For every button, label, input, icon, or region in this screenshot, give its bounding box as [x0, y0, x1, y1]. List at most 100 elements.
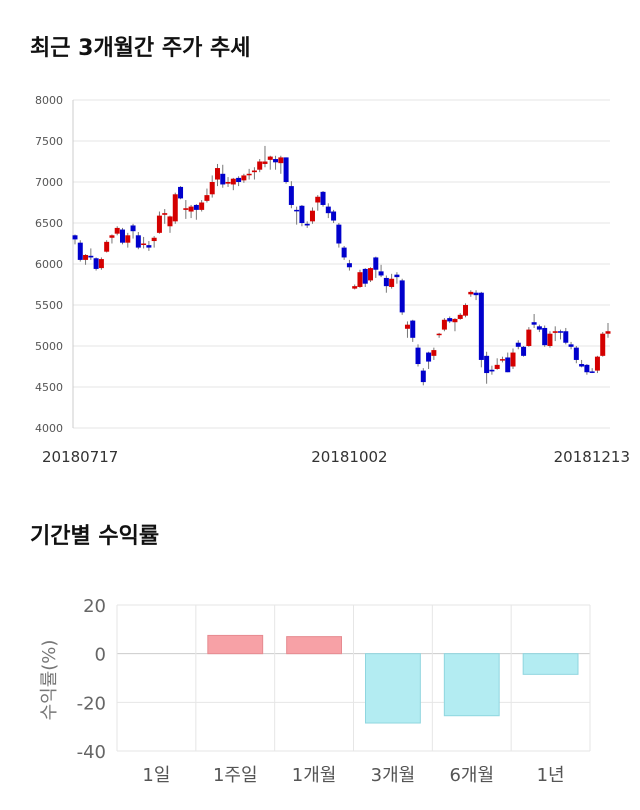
candle-body [584, 364, 590, 373]
candle-body [83, 254, 89, 260]
candle-body [341, 247, 347, 258]
candle-body [156, 215, 162, 233]
x-tick-label: 20180717 [42, 448, 118, 466]
candle-body [199, 202, 205, 210]
candle-body [246, 173, 252, 176]
candle-body [346, 263, 352, 268]
candle-body [188, 206, 194, 212]
y-tick-label: 6500 [35, 217, 63, 230]
candle-body [178, 186, 184, 199]
candle-body [77, 242, 83, 260]
candle-body [457, 314, 463, 319]
candle-body [441, 319, 447, 330]
candle-body [594, 356, 600, 371]
candle-body [251, 170, 257, 173]
candle-body [521, 346, 527, 356]
candle-body [167, 216, 173, 227]
candle-body [267, 156, 273, 160]
candle-body [526, 329, 532, 346]
y-tick-label: 7000 [35, 176, 63, 189]
x-category-label: 1개월 [292, 765, 337, 786]
return-bar [365, 653, 421, 724]
candle-body [568, 344, 574, 347]
candle-body [146, 245, 152, 248]
candle-body [410, 320, 416, 338]
candle-body [262, 161, 268, 164]
candle-body [135, 235, 141, 248]
candle-body [315, 196, 321, 203]
candle-body [214, 168, 220, 180]
candle-body [373, 257, 379, 270]
price-chart-title: 최근 3개월간 주가 추세 [30, 36, 251, 61]
returns-chart-title: 기간별 수익률 [30, 524, 160, 549]
candle-body [542, 327, 548, 346]
candle-body [547, 333, 553, 346]
y-tick-label: 4000 [35, 422, 63, 435]
candle-body [241, 175, 247, 181]
y-tick-label: -20 [77, 693, 106, 714]
return-bar [207, 634, 264, 655]
return-bar [286, 636, 342, 655]
candle-body [579, 364, 585, 367]
candle-body [72, 235, 78, 240]
x-tick-label: 20181213 [554, 448, 630, 466]
candle-body [230, 178, 236, 185]
candle-body [452, 318, 458, 323]
candle-body [600, 333, 606, 356]
candle-body [463, 305, 469, 316]
y-tick-label: 5000 [35, 340, 63, 353]
candle-body [283, 157, 289, 182]
candle-body [431, 350, 437, 356]
candle-body [299, 205, 305, 223]
y-tick-label: 8000 [35, 94, 63, 107]
candle-body [494, 364, 500, 369]
y-tick-label: 20 [83, 596, 106, 617]
candle-body [220, 173, 226, 185]
y-tick-label: 0 [95, 645, 106, 666]
candle-body [484, 355, 490, 374]
candle-body [447, 318, 453, 322]
candle-body [331, 211, 337, 221]
candle-body [589, 371, 595, 373]
candle-body [209, 182, 215, 195]
y-axis-label: 수익률(%) [39, 640, 60, 721]
candle-body [399, 280, 405, 313]
candle-body [436, 333, 442, 336]
return-bar [522, 653, 579, 675]
candle-body [278, 157, 284, 164]
candle-body [109, 235, 115, 238]
candle-body [552, 331, 558, 333]
candle-body [383, 277, 389, 287]
candle-body [336, 224, 342, 244]
candle-body [93, 258, 99, 269]
x-category-label: 3개월 [371, 765, 416, 786]
candle-body [558, 331, 564, 333]
candle-body [499, 359, 505, 361]
candle-body [478, 292, 484, 360]
candle-body [273, 159, 279, 163]
candle-body [468, 291, 474, 295]
candle-body [378, 271, 384, 276]
candle-body [304, 223, 310, 226]
candle-body [183, 208, 189, 210]
candle-body [352, 286, 358, 289]
candle-body [573, 347, 579, 360]
candle-body [320, 191, 326, 205]
candle-body [236, 177, 242, 182]
candle-body [420, 370, 426, 383]
candle-body [531, 322, 537, 325]
return-bar [443, 653, 500, 717]
candle-body [257, 161, 263, 170]
candle-body [473, 292, 479, 296]
candle-body [415, 347, 421, 365]
candle-body [114, 227, 120, 234]
candle-body [536, 326, 542, 330]
candle-body [389, 278, 395, 287]
candle-body [151, 237, 157, 242]
y-tick-label: -40 [77, 742, 106, 763]
candle-body [119, 229, 125, 243]
candlestick-chart: 8000 7500 7000 6500 6000 5500 5000 4500 4000 2018… [35, 94, 630, 466]
candle-body [162, 213, 168, 215]
x-category-label: 1일 [142, 765, 170, 786]
candle-body [130, 225, 136, 232]
